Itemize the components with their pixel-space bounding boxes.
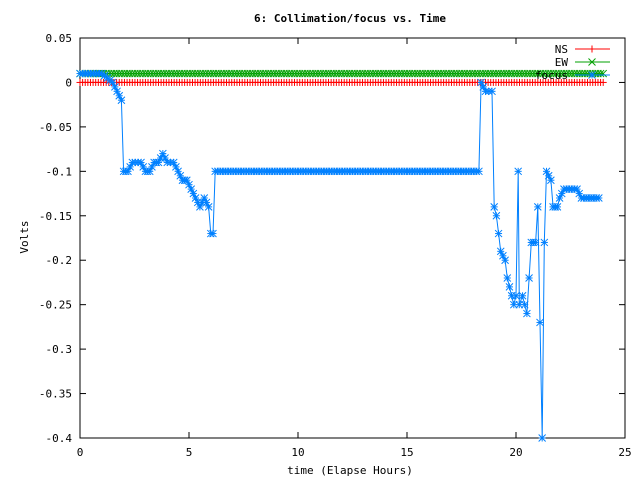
data-point-marker: [503, 274, 512, 282]
y-tick-label: -0.3: [46, 343, 73, 356]
y-axis-label: Volts: [18, 220, 31, 253]
legend-label: EW: [555, 56, 569, 69]
data-point-marker: [514, 167, 523, 176]
data-point-marker: [588, 71, 596, 79]
data-point-marker: [599, 78, 607, 86]
y-tick-label: -0.4: [46, 432, 73, 445]
data-point-marker: [553, 203, 562, 211]
x-tick-label: 20: [509, 446, 522, 459]
data-point-marker: [520, 300, 529, 309]
data-point-marker: [204, 203, 213, 211]
x-tick-label: 15: [400, 446, 413, 459]
y-tick-label: -0.35: [39, 388, 72, 401]
data-point-marker: [505, 283, 514, 291]
y-tick-label: 0.05: [46, 32, 73, 45]
y-tick-label: -0.25: [39, 299, 72, 312]
data-point-marker: [494, 229, 503, 238]
data-point-marker: [594, 194, 603, 202]
data-point-marker: [475, 167, 483, 176]
x-tick-label: 5: [186, 446, 193, 459]
y-tick-label: -0.2: [46, 254, 73, 267]
data-point-marker: [209, 229, 217, 238]
x-tick-label: 0: [77, 446, 84, 459]
data-point-marker: [536, 318, 544, 327]
data-point-marker: [492, 211, 501, 220]
legend-label: focus: [535, 69, 568, 82]
data-point-marker: [200, 194, 209, 202]
axis-ticks: 0.05 0 -0.05 -0.1 -0.15 -0.2 -0.25 -0.3 -0.35 -0.…: [39, 32, 632, 459]
data-point-marker: [512, 291, 520, 300]
data-point-marker: [531, 238, 540, 247]
data-point-marker: [523, 309, 531, 318]
data-point-marker: [596, 69, 605, 78]
data-point-marker: [518, 291, 527, 300]
data-point-marker: [533, 203, 542, 211]
x-axis-label: time (Elapse Hours): [287, 464, 413, 477]
chart-title: 6: Collimation/focus vs. Time: [254, 12, 446, 25]
data-point-marker: [599, 69, 608, 78]
x-tick-label: 25: [618, 446, 631, 459]
y-tick-label: -0.15: [39, 210, 72, 223]
legend-label: NS: [555, 43, 568, 56]
data-point-marker: [117, 96, 126, 105]
data-point-marker: [547, 176, 555, 185]
plot-area-border: [79, 37, 626, 439]
series-ns: [76, 78, 607, 86]
data-point-marker: [488, 87, 496, 96]
y-tick-label: 0: [65, 76, 72, 89]
data-point-marker: [501, 256, 509, 265]
data-point-marker: [538, 434, 547, 442]
data-point-marker: [588, 45, 596, 53]
x-tick-label: 10: [291, 446, 304, 459]
data-point-marker: [540, 238, 549, 247]
y-tick-label: -0.05: [39, 121, 72, 134]
y-tick-label: -0.1: [46, 165, 73, 178]
series-ew: [76, 69, 608, 78]
data-point-marker: [490, 203, 499, 211]
data-point-marker: [588, 58, 596, 66]
series-layer: [76, 69, 608, 442]
series-focus: [76, 69, 603, 442]
data-point-marker: [525, 274, 533, 282]
